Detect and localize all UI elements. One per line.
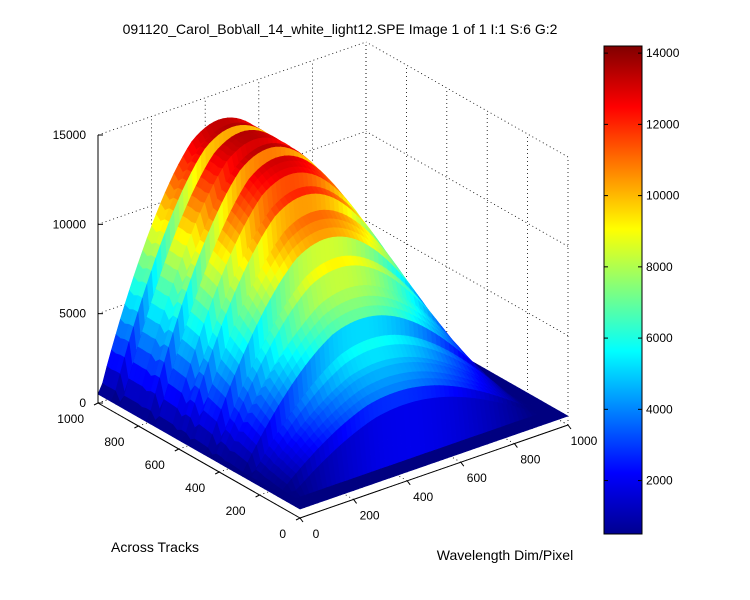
x-tick-mark bbox=[460, 461, 465, 467]
y-tick-label: 600 bbox=[145, 458, 165, 472]
x-tick-label: 200 bbox=[360, 508, 380, 522]
x-axis-label: Wavelength Dim/Pixel bbox=[437, 547, 573, 563]
colorbar bbox=[603, 45, 643, 535]
colorbar-tick-label: 4000 bbox=[646, 402, 673, 416]
x-tick-mark bbox=[567, 424, 572, 430]
x-tick-mark bbox=[299, 517, 304, 523]
x-tick-label: 1000 bbox=[571, 434, 598, 448]
y-tick-mark bbox=[93, 402, 99, 406]
chart-title: 091120_Carol_Bob\all_14_white_light12.SP… bbox=[123, 21, 558, 37]
z-tick-label: 0 bbox=[79, 396, 86, 410]
z-tick-label: 15000 bbox=[53, 128, 87, 142]
colorbar-tick-label: 10000 bbox=[646, 189, 680, 203]
y-tick-label: 200 bbox=[226, 504, 246, 518]
colorbar-tick-label: 6000 bbox=[646, 331, 673, 345]
grid-line bbox=[365, 41, 569, 158]
y-tick-label: 0 bbox=[279, 527, 286, 541]
grid-line bbox=[365, 220, 569, 337]
y-tick-mark bbox=[255, 494, 260, 498]
grid-line bbox=[97, 130, 367, 225]
y-axis-ticks: 0 200 400 600 800 1000 bbox=[57, 402, 301, 541]
x-axis-ticks: 0 200 400 600 800 1000 bbox=[299, 424, 598, 541]
grid-line bbox=[365, 130, 569, 247]
x-tick-mark bbox=[514, 443, 518, 448]
y-tick-mark bbox=[295, 517, 301, 521]
x-tick-label: 800 bbox=[520, 453, 540, 467]
x-tick-label: 600 bbox=[467, 471, 487, 485]
y-tick-label: 800 bbox=[104, 435, 124, 449]
x-tick-label: 400 bbox=[413, 490, 433, 504]
x-tick-mark bbox=[406, 480, 411, 486]
surface-patch bbox=[294, 504, 306, 510]
colorbar-tick-label: 14000 bbox=[646, 46, 680, 60]
y-axis-line bbox=[97, 402, 301, 519]
z-axis-ticks: 0 5000 10000 15000 bbox=[53, 128, 103, 410]
y-tick-label: 1000 bbox=[57, 412, 84, 426]
z-tick-label: 5000 bbox=[59, 307, 86, 321]
z-tick-label: 10000 bbox=[53, 217, 87, 231]
y-tick-label: 400 bbox=[185, 481, 205, 495]
colorbar-tick-label: 2000 bbox=[646, 474, 673, 488]
surface-plot bbox=[97, 117, 569, 510]
y-tick-mark bbox=[214, 471, 220, 475]
y-tick-mark bbox=[174, 448, 180, 452]
colorbar-tick-label: 12000 bbox=[646, 117, 680, 131]
x-axis-line bbox=[299, 424, 569, 519]
colorbar-ticks: 2000 4000 6000 8000 10000 12000 14000 bbox=[604, 46, 680, 488]
grid-line bbox=[97, 41, 367, 136]
x-tick-mark bbox=[353, 499, 358, 504]
colorbar-tick-label: 8000 bbox=[646, 260, 673, 274]
y-tick-mark bbox=[134, 425, 139, 429]
x-tick-label: 0 bbox=[313, 527, 320, 541]
axes-lines bbox=[97, 135, 569, 519]
y-axis-label: Across Tracks bbox=[111, 539, 199, 555]
